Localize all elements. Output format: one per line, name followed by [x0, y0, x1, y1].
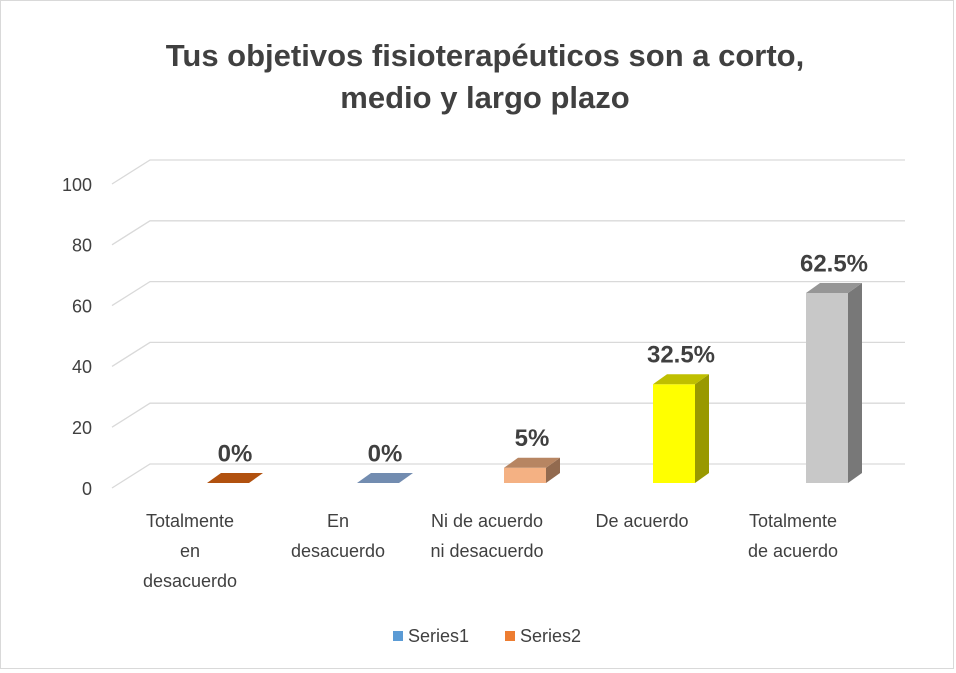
- data-label: 5%: [515, 425, 550, 452]
- data-label: 32.5%: [647, 342, 715, 369]
- x-tick-label: Totalmente en desacuerdo: [143, 511, 237, 591]
- y-tick-label: 100: [62, 175, 92, 195]
- bar-front: [504, 467, 546, 483]
- bar-side: [848, 283, 862, 483]
- data-label: 0%: [368, 440, 403, 467]
- bar: [653, 374, 709, 483]
- grid-line: [111, 280, 905, 307]
- bar-top: [653, 374, 709, 385]
- bar-side: [695, 374, 709, 483]
- bar: [806, 283, 862, 483]
- y-tick-label: 60: [72, 296, 92, 316]
- legend-swatch: [505, 631, 515, 641]
- x-tick-label: En desacuerdo: [291, 511, 385, 561]
- legend-swatch: [393, 631, 403, 641]
- y-tick-label: 20: [72, 418, 92, 438]
- x-tick-label: Totalmente de acuerdo: [748, 511, 838, 561]
- y-tick-label: 0: [82, 479, 92, 499]
- legend-label: Series1: [408, 626, 469, 646]
- data-label: 62.5%: [800, 250, 868, 277]
- bar-side: [546, 457, 560, 483]
- bar: [357, 473, 413, 483]
- data-label: 0%: [218, 440, 253, 467]
- chart-title: Tus objetivos fisioterapéuticos son a co…: [166, 38, 804, 115]
- grid-line: [111, 341, 905, 367]
- y-tick-label: 80: [72, 236, 92, 256]
- x-tick-label: De acuerdo: [595, 511, 688, 531]
- legend-label: Series2: [520, 626, 581, 646]
- bar-top: [357, 473, 413, 483]
- bar-top: [207, 473, 263, 483]
- grid-line: [111, 159, 905, 185]
- bar: [504, 457, 560, 483]
- x-tick-label: Ni de acuerdo ni desacuerdo: [430, 511, 543, 561]
- bar-front: [653, 384, 695, 483]
- grid-line: [111, 220, 905, 246]
- bar-top: [806, 283, 862, 293]
- y-tick-label: 40: [72, 357, 92, 377]
- bar-top: [504, 457, 560, 468]
- bar: [207, 473, 263, 483]
- bar-front: [806, 293, 848, 483]
